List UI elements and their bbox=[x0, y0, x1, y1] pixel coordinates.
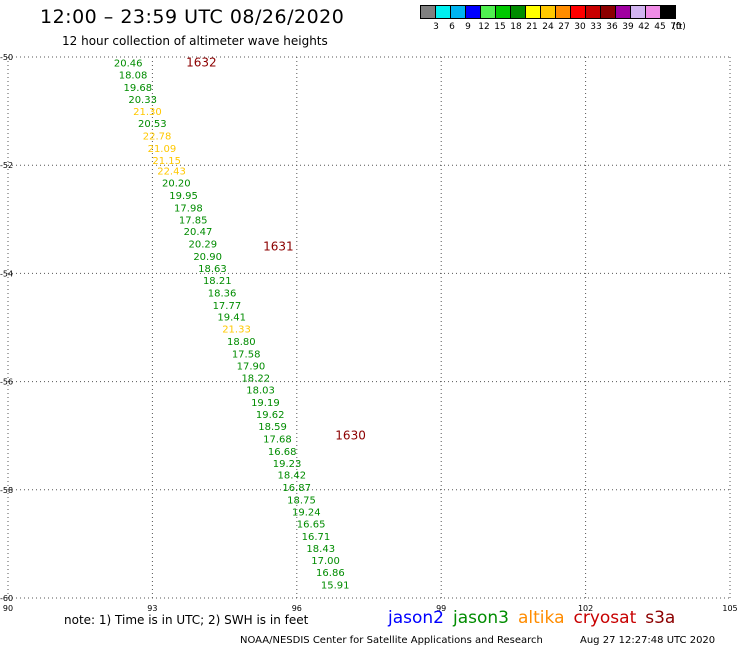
y-tick-label: -56 bbox=[0, 378, 13, 387]
legend-label: 15 bbox=[494, 22, 506, 32]
wave-height-value: 19.41 bbox=[217, 313, 246, 324]
legend-label: 3 bbox=[433, 22, 439, 32]
wave-height-value: 16.86 bbox=[316, 568, 345, 579]
satellite-name: altika bbox=[518, 608, 565, 628]
wave-height-value: 16.71 bbox=[302, 532, 331, 543]
wave-height-value: 19.24 bbox=[292, 507, 321, 518]
wave-height-value: 20.90 bbox=[193, 252, 222, 263]
legend-label: 12 bbox=[478, 22, 490, 32]
timestamp-text: Aug 27 12:27:48 UTC 2020 bbox=[580, 635, 716, 646]
legend-label: 36 bbox=[606, 22, 618, 32]
legend-label: 70 bbox=[670, 22, 682, 32]
wave-height-value: 18.59 bbox=[258, 422, 287, 433]
wave-height-value: 21.33 bbox=[222, 325, 251, 336]
wave-height-value: 18.22 bbox=[241, 373, 270, 384]
wave-height-value: 21.30 bbox=[133, 107, 162, 118]
legend-label: 18 bbox=[510, 22, 522, 32]
satellite-name: jason3 bbox=[453, 608, 509, 628]
legend-label: 24 bbox=[542, 22, 554, 32]
pass-time-label: 1630 bbox=[335, 429, 366, 443]
page-title: 12:00 – 23:59 UTC 08/26/2020 bbox=[40, 6, 345, 28]
legend-label: 45 bbox=[654, 22, 666, 32]
y-tick-label: -54 bbox=[0, 269, 13, 278]
wave-height-value: 19.95 bbox=[169, 191, 198, 202]
x-tick-label: 90 bbox=[3, 604, 13, 613]
y-tick-label: -58 bbox=[0, 486, 13, 495]
wave-height-value: 17.90 bbox=[237, 361, 266, 372]
wave-height-value: 15.91 bbox=[321, 580, 350, 591]
legend-label: 6 bbox=[449, 22, 455, 32]
legend-swatch bbox=[660, 5, 676, 19]
satellite-name: s3a bbox=[645, 608, 676, 628]
wave-height-value: 18.43 bbox=[306, 544, 335, 555]
wave-height-value: 22.78 bbox=[143, 131, 172, 142]
legend-label: 9 bbox=[465, 22, 471, 32]
wave-height-value: 16.65 bbox=[297, 519, 326, 530]
wave-height-value: 17.58 bbox=[232, 349, 261, 360]
wave-height-value: 17.85 bbox=[179, 215, 208, 226]
satellite-name: jason2 bbox=[388, 608, 444, 628]
legend-label: 39 bbox=[622, 22, 634, 32]
pass-time-label: 1631 bbox=[263, 239, 294, 253]
legend-label: 21 bbox=[526, 22, 538, 32]
x-tick-label: 96 bbox=[292, 604, 302, 613]
x-tick-label: 102 bbox=[578, 604, 593, 613]
credit-text: NOAA/NESDIS Center for Satellite Applica… bbox=[240, 635, 543, 646]
wave-height-value: 17.98 bbox=[174, 203, 203, 214]
footer-note: note: 1) Time is in UTC; 2) SWH is in fe… bbox=[64, 613, 309, 627]
wave-height-value: 18.63 bbox=[198, 264, 227, 275]
y-tick-label: -52 bbox=[0, 161, 13, 170]
wave-height-value: 17.68 bbox=[263, 434, 292, 445]
legend-label: 30 bbox=[574, 22, 586, 32]
wave-height-value: 19.19 bbox=[251, 398, 280, 409]
wave-height-value: 19.68 bbox=[124, 83, 153, 94]
legend-label: 42 bbox=[638, 22, 650, 32]
wave-height-value: 18.75 bbox=[287, 496, 316, 507]
legend-label: 33 bbox=[590, 22, 602, 32]
wave-height-value: 16.68 bbox=[268, 447, 297, 458]
wave-height-value: 16.87 bbox=[282, 483, 311, 494]
wave-height-value: 20.47 bbox=[184, 227, 213, 238]
pass-time-label: 1632 bbox=[186, 55, 217, 69]
wave-height-value: 18.80 bbox=[227, 337, 256, 348]
wave-height-value: 18.08 bbox=[119, 70, 148, 81]
wave-height-value: 18.36 bbox=[208, 288, 237, 299]
satellite-name: cryosat bbox=[573, 608, 637, 628]
y-tick-label: -60 bbox=[0, 594, 13, 603]
page-subtitle: 12 hour collection of altimeter wave hei… bbox=[62, 34, 328, 48]
x-tick-label: 99 bbox=[436, 604, 446, 613]
wave-height-value: 20.20 bbox=[162, 179, 191, 190]
wave-height-value: 21.15 bbox=[152, 156, 181, 167]
wave-height-value: 17.00 bbox=[311, 556, 340, 567]
wave-height-value: 17.77 bbox=[213, 301, 242, 312]
x-tick-label: 93 bbox=[147, 604, 157, 613]
wave-height-value: 18.42 bbox=[278, 471, 307, 482]
x-tick-label: 105 bbox=[722, 604, 737, 613]
y-tick-label: -50 bbox=[0, 53, 13, 62]
wave-height-value: 20.33 bbox=[128, 95, 157, 106]
satellite-legend: jason2 jason3 altika cryosat s3a bbox=[388, 608, 684, 628]
color-legend-labels: 3 6 9 12 15 18 21 24 27 30 33 36 39 42 45 70 (ft) bbox=[421, 22, 740, 36]
wave-height-value: 19.23 bbox=[273, 459, 302, 470]
wave-height-value: 21.09 bbox=[148, 144, 177, 155]
wave-height-value: 20.46 bbox=[114, 58, 143, 69]
wave-height-value: 19.62 bbox=[256, 410, 285, 421]
wave-height-value: 18.21 bbox=[203, 276, 232, 287]
wave-height-value: 18.03 bbox=[246, 386, 275, 397]
wave-height-value: 22.43 bbox=[157, 167, 186, 178]
color-legend bbox=[420, 5, 676, 19]
wave-height-value: 20.53 bbox=[138, 119, 167, 130]
legend-label: (ft) bbox=[672, 22, 686, 32]
legend-label: 27 bbox=[558, 22, 570, 32]
wave-height-value: 20.29 bbox=[189, 240, 218, 251]
